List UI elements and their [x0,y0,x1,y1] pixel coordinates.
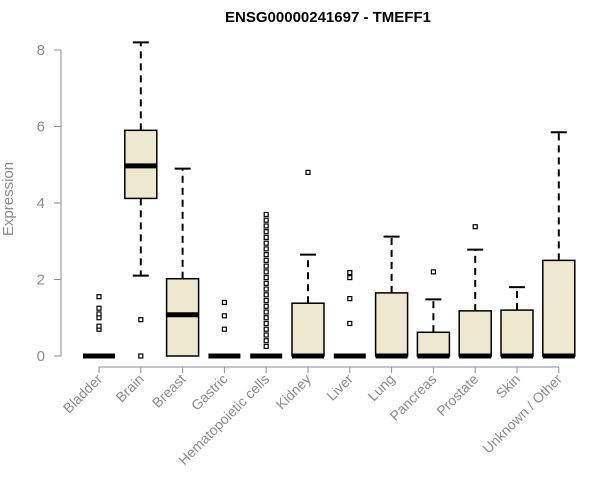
outlier-point [263,274,269,281]
box-iqr [291,302,325,357]
outlier-point [263,292,269,298]
outlier-point [347,320,353,327]
outlier-point [263,263,269,269]
outlier-point [263,211,269,218]
outlier-point [263,315,269,321]
outlier-point [263,229,269,235]
outlier-point [221,313,227,319]
outlier-point [221,326,227,332]
y-tick-label: 6 [37,119,45,136]
outlier-point [221,299,227,306]
outlier-point [472,224,478,230]
chart-title: ENSG00000241697 - TMEFF1 [225,9,431,26]
outlier-point [305,169,311,175]
outlier-point [96,311,102,317]
y-tick-label: 4 [37,195,45,212]
outlier-point [263,320,269,327]
outlier-point [263,223,269,229]
outlier-point [263,326,269,332]
x-tick-label: Skin [493,371,524,402]
box-iqr [165,277,200,357]
x-tick-label: Bladder [60,371,106,417]
outlier-point [347,296,353,302]
outlier-point [430,269,436,275]
box-brain: Brain [112,41,158,405]
x-tick-label: Liver [323,371,356,404]
box-prostate: Prostate [433,224,492,419]
outlier-point [263,303,269,309]
outlier-point [263,252,269,258]
outlier-point [263,257,269,263]
box-iqr [500,309,534,357]
x-tick-label: Lung [364,371,397,404]
x-tick-label: Prostate [433,371,481,419]
box-unknown-other: Unknown / Other [479,131,576,457]
outlier-point [138,353,144,359]
x-tick-label: Unknown / Other [479,371,565,457]
box-liver: Liver [323,270,366,404]
x-tick-label: Kidney [273,371,315,413]
outlier-point [263,338,269,344]
outlier-point [263,332,269,338]
outlier-point [96,323,102,329]
outlier-point [263,286,269,292]
x-tick-label: Brain [112,371,146,405]
outlier-point [347,270,353,276]
outlier-point [96,305,102,311]
box-iqr [542,259,576,357]
outlier-point [263,240,269,246]
outlier-point [263,217,269,223]
y-tick-label: 0 [37,348,45,365]
outlier-point [263,246,269,252]
box-kidney: Kidney [273,169,325,413]
box-skin: Skin [493,286,534,402]
box-iqr [374,292,409,357]
outlier-point [347,274,353,281]
x-tick-label: Breast [149,371,189,411]
outlier-point [96,294,102,300]
outlier-point [263,234,269,241]
outlier-point [263,297,269,304]
y-axis-label: Expression [0,162,17,236]
y-tick-label: 2 [37,272,45,289]
box-breast: Breast [149,167,200,411]
box-lung: Lung [364,235,409,404]
y-tick-label: 8 [37,42,45,59]
outlier-point [263,343,269,350]
outlier-point [138,317,144,323]
box-iqr [416,331,451,357]
box-iqr [458,310,492,357]
outlier-point [263,280,269,286]
box-bladder: Bladder [60,294,115,417]
outlier-point [263,309,269,315]
outlier-point [263,269,269,275]
